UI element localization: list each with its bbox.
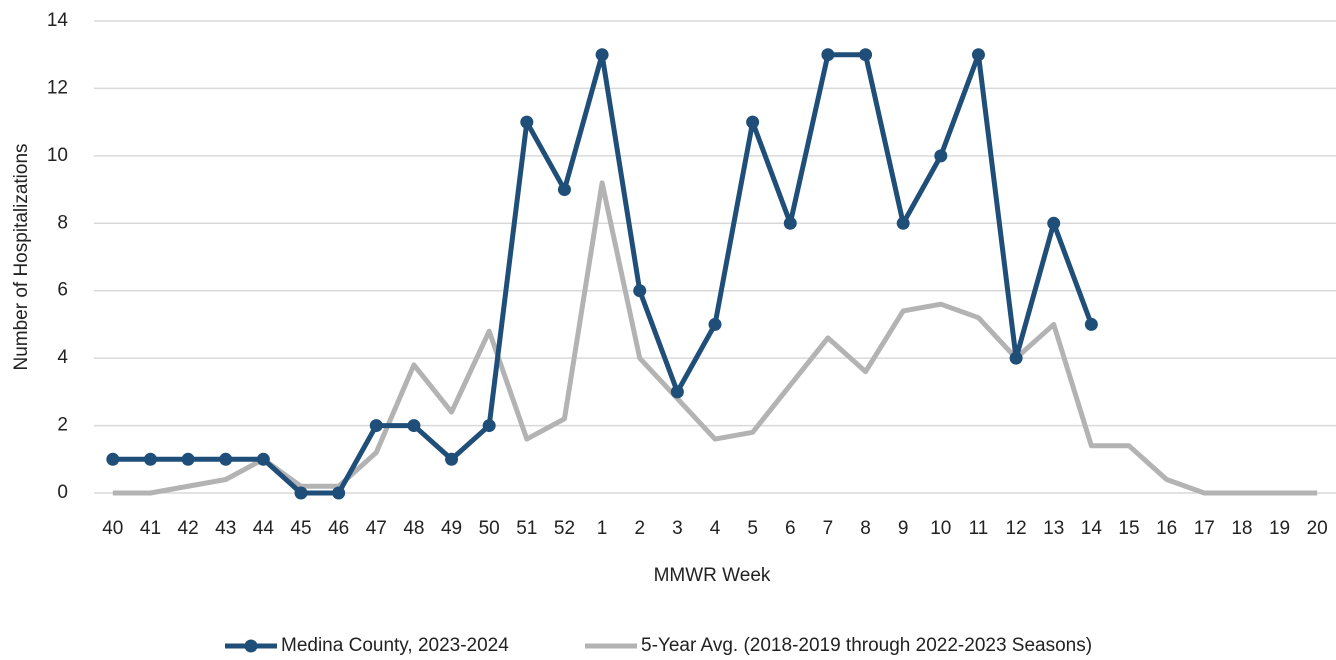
y-tick-label: 4 xyxy=(57,347,68,368)
x-tick-label: 2 xyxy=(634,518,645,539)
x-tick-label: 6 xyxy=(785,518,796,539)
x-tick-label: 1 xyxy=(597,518,608,539)
data-point xyxy=(1047,216,1061,230)
data-point xyxy=(595,48,609,62)
x-tick-label: 16 xyxy=(1156,518,1177,539)
x-tick-label: 4 xyxy=(710,518,721,539)
x-tick-label: 14 xyxy=(1081,518,1103,539)
y-tick-label: 10 xyxy=(47,145,68,166)
x-tick-label: 47 xyxy=(366,518,387,539)
x-tick-label: 11 xyxy=(969,518,989,539)
x-tick-label: 5 xyxy=(747,518,758,539)
data-point xyxy=(1084,317,1098,331)
x-tick-label: 15 xyxy=(1118,518,1139,539)
x-tick-label: 3 xyxy=(672,518,683,539)
x-tick-label: 41 xyxy=(140,518,161,539)
x-tick-label: 9 xyxy=(898,518,909,539)
x-tick-label: 42 xyxy=(178,518,199,539)
data-point xyxy=(859,48,873,62)
x-tick-label: 44 xyxy=(253,518,275,539)
data-point xyxy=(783,216,797,230)
data-point xyxy=(746,115,760,129)
x-tick-label: 45 xyxy=(290,518,311,539)
data-point xyxy=(256,452,270,466)
x-tick-label: 50 xyxy=(479,518,500,539)
data-point xyxy=(520,115,534,129)
x-tick-label: 19 xyxy=(1269,518,1290,539)
data-point xyxy=(708,317,722,331)
data-point xyxy=(670,385,684,399)
data-point xyxy=(482,419,496,433)
y-tick-label: 6 xyxy=(57,280,68,301)
x-tick-label: 49 xyxy=(441,518,462,539)
data-point xyxy=(407,419,421,433)
x-tick-label: 52 xyxy=(554,518,575,539)
data-point xyxy=(971,48,985,62)
x-tick-label: 13 xyxy=(1043,518,1064,539)
data-point xyxy=(1009,351,1023,365)
data-point xyxy=(557,183,571,197)
data-point xyxy=(896,216,910,230)
x-tick-label: 8 xyxy=(860,518,871,539)
data-point xyxy=(633,284,647,298)
x-tick-label: 46 xyxy=(328,518,349,539)
data-point xyxy=(219,452,233,466)
y-tick-label: 0 xyxy=(57,482,68,503)
x-tick-label: 48 xyxy=(403,518,424,539)
x-tick-label: 18 xyxy=(1231,518,1252,539)
x-tick-label: 51 xyxy=(516,518,537,539)
x-tick-label: 10 xyxy=(930,518,951,539)
data-point xyxy=(294,486,308,500)
data-point xyxy=(934,149,948,163)
x-tick-label: 7 xyxy=(823,518,834,539)
data-point xyxy=(445,452,459,466)
y-tick-label: 2 xyxy=(57,415,68,436)
y-tick-label: 12 xyxy=(47,77,68,98)
y-tick-label: 8 xyxy=(57,212,68,233)
data-point xyxy=(181,452,195,466)
x-tick-label: 20 xyxy=(1307,518,1328,539)
series-line xyxy=(112,180,1318,496)
data-point xyxy=(106,452,120,466)
data-point xyxy=(143,452,157,466)
y-axis-label: Number of Hospitalizations xyxy=(11,143,32,370)
data-point xyxy=(369,419,383,433)
x-tick-label: 43 xyxy=(215,518,236,539)
data-point xyxy=(821,48,835,62)
x-tick-label: 12 xyxy=(1006,518,1027,539)
x-tick-label: 17 xyxy=(1194,518,1215,539)
legend-marker xyxy=(244,639,258,653)
legend-label: Medina County, 2023-2024 xyxy=(281,635,509,656)
series-line xyxy=(112,52,1094,496)
x-tick-label: 40 xyxy=(102,518,123,539)
x-axis-label: MMWR Week xyxy=(654,565,771,586)
data-point xyxy=(332,486,346,500)
legend-label: 5-Year Avg. (2018-2019 through 2022-2023… xyxy=(641,635,1092,656)
y-tick-label: 14 xyxy=(47,10,69,31)
